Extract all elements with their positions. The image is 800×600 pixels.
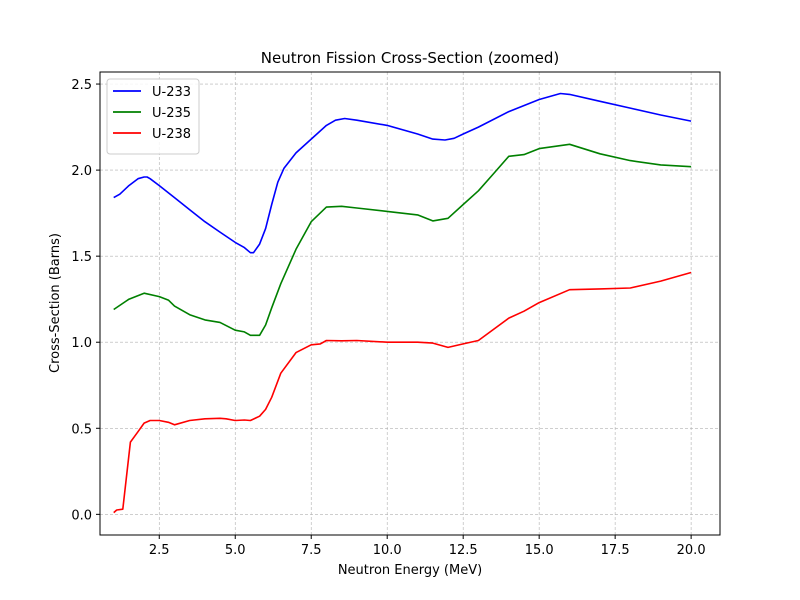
y-tick-label: 0.0 (71, 508, 92, 523)
y-tick-label: 1.0 (71, 336, 92, 351)
legend-label-u-238: U-238 (152, 127, 191, 142)
x-tick-label: 12.5 (449, 543, 478, 558)
y-axis-ticks: 0.0 0.5 1.0 1.5 2.0 2.5 (71, 78, 100, 523)
legend-box (106, 78, 200, 155)
y-tick-label: 0.5 (71, 422, 92, 437)
legend-label-u-235: U-235 (152, 106, 191, 121)
x-axis-ticks: 2.5 5.0 7.5 10.0 12.5 15.0 17.5 20.0 (149, 535, 706, 558)
legend: U-233 U-235 U-238 (106, 78, 200, 155)
series-line-u-235 (113, 143, 692, 337)
x-tick-label: 17.5 (601, 543, 630, 558)
x-tick-label: 2.5 (149, 543, 170, 558)
series-layer (113, 92, 692, 514)
series-line-u-238 (113, 271, 692, 514)
y-axis-label: Cross-Section (Barns) (48, 233, 63, 373)
x-tick-label: 15.0 (525, 543, 554, 558)
x-tick-label: 20.0 (677, 543, 706, 558)
x-tick-label: 5.0 (225, 543, 246, 558)
y-tick-label: 1.5 (71, 250, 92, 265)
series-line-u-233 (113, 92, 692, 254)
legend-label-u-233: U-233 (152, 85, 191, 100)
axes-frame (99, 71, 721, 536)
chart-title: Neutron Fission Cross-Section (zoomed) (261, 49, 559, 67)
x-tick-label: 7.5 (301, 543, 322, 558)
x-axis-label: Neutron Energy (MeV) (338, 563, 482, 578)
y-tick-label: 2.5 (71, 78, 92, 93)
x-tick-label: 10.0 (373, 543, 402, 558)
y-tick-label: 2.0 (71, 164, 92, 179)
